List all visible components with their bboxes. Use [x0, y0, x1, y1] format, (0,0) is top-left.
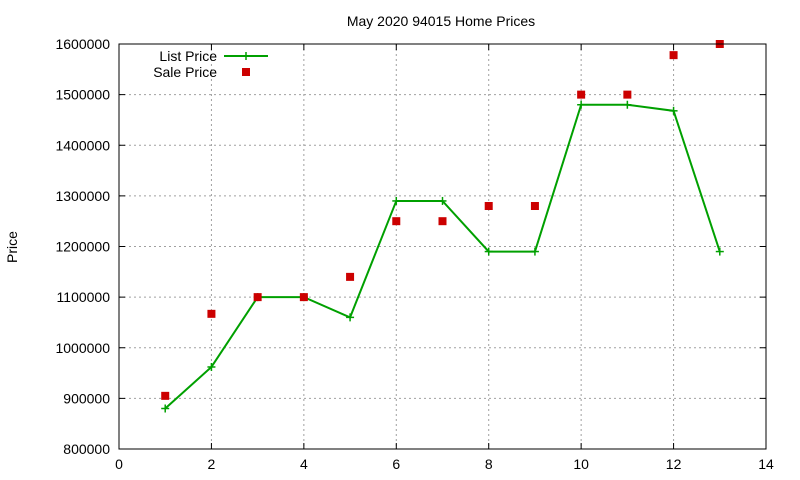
list-price-marker: [715, 247, 724, 256]
x-tick-label: 10: [573, 456, 589, 472]
sale-price-point: [438, 217, 447, 226]
legend-label: Sale Price: [153, 64, 217, 80]
sale-price-point: [392, 217, 401, 226]
sale-price-point: [484, 202, 493, 210]
list-price-line: [164, 103, 721, 410]
data-series: [161, 40, 724, 413]
sale-price-point: [299, 293, 308, 302]
list-price-marker: [392, 196, 401, 205]
x-tick-label: 6: [392, 456, 400, 472]
grid-lines: [119, 44, 766, 449]
list-price-marker: [484, 247, 493, 256]
sale-price-point: [623, 90, 632, 99]
x-tick-label: 14: [758, 456, 774, 472]
sale-price-point: [577, 90, 586, 99]
sale-price-point: [669, 51, 678, 60]
x-tick-label: 0: [115, 456, 123, 472]
sale-price-point: [346, 272, 355, 281]
y-tick-label: 1200000: [55, 239, 110, 255]
sale-price-point: [530, 202, 539, 210]
legend-square-sample: [242, 68, 250, 76]
plot-frame: [118, 43, 767, 450]
y-tick-label: 800000: [63, 441, 110, 457]
x-tick-label: 12: [666, 456, 682, 472]
list-price-marker: [346, 313, 355, 322]
list-price-marker: [623, 100, 632, 109]
list-price-marker: [577, 100, 586, 109]
y-tick-label: 1100000: [57, 289, 111, 305]
y-tick-label: 1600000: [55, 36, 110, 52]
legend-label: List Price: [159, 48, 217, 64]
chart-title: May 2020 94015 Home Prices: [347, 13, 535, 29]
list-price-marker: [669, 106, 678, 115]
y-tick-label: 900000: [63, 390, 110, 406]
list-price-marker: [242, 52, 250, 60]
y-tick-label: 1400000: [55, 137, 110, 153]
list-price-marker: [161, 404, 170, 413]
y-tick-label: 1300000: [55, 188, 110, 204]
list-price-marker: [530, 247, 539, 256]
y-axis-label: Price: [4, 231, 20, 263]
y-tick-label: 1500000: [55, 87, 110, 103]
sale-price-point: [253, 293, 262, 302]
list-price-marker: [438, 196, 447, 205]
sale-price-point: [161, 391, 170, 400]
y-tick-label: 1000000: [55, 340, 110, 356]
list-price-marker: [207, 362, 216, 371]
x-tick-label: 8: [485, 456, 493, 472]
x-tick-label: 2: [208, 456, 216, 472]
sale-price-point: [207, 309, 216, 318]
x-tick-label: 4: [300, 456, 308, 472]
axis-ticks: 0 2 4 6 8 10 12 14 800000 900000 1000000 1100000 120…: [55, 36, 774, 472]
